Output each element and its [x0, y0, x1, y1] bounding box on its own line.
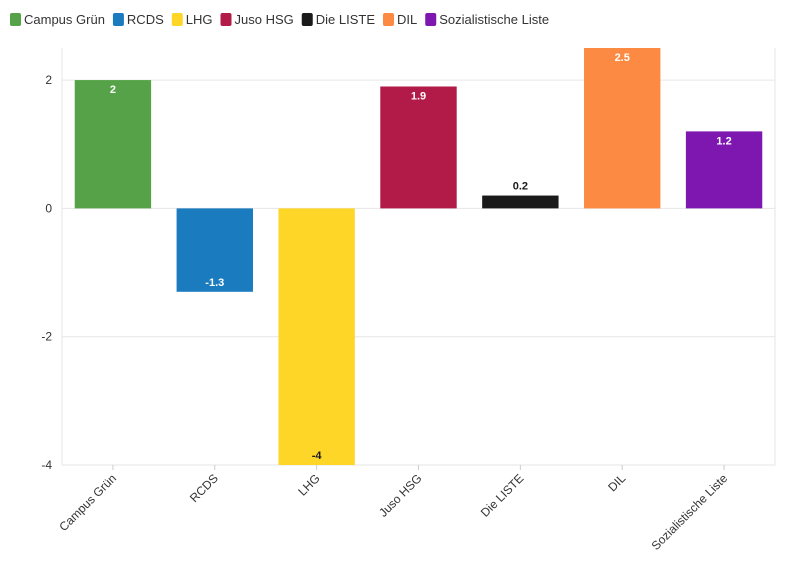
data-label: 2 [110, 84, 116, 96]
x-tick-label: Sozialistische Liste [649, 471, 731, 553]
legend-swatch [171, 13, 183, 26]
data-label: 0.2 [513, 181, 528, 193]
x-tick-label: RCDS [187, 471, 221, 505]
bar-juso-hsg[interactable] [380, 86, 457, 209]
legend-item-sozialistische-liste[interactable]: Sozialistische Liste [425, 12, 549, 27]
bar-die-liste[interactable] [482, 195, 559, 209]
legend: Campus Grün RCDS LHG Juso HSG Die LISTE DIL So… [10, 12, 549, 27]
bars [74, 48, 763, 465]
bar-lhg[interactable] [278, 208, 355, 465]
legend-label: Sozialistische Liste [439, 12, 549, 27]
data-labels: 2 -1.3 -4 1.9 0.2 2.5 1.2 [110, 52, 732, 462]
x-tick-label: Campus Grün [56, 471, 119, 534]
legend-label: Campus Grün [24, 12, 105, 27]
y-tick-label: 2 [45, 73, 52, 87]
legend-item-juso-hsg[interactable]: Juso HSG [220, 12, 294, 27]
legend-swatch [112, 13, 124, 26]
bar-rcds[interactable] [176, 208, 253, 292]
legend-swatch [301, 13, 313, 26]
bar-campus-grun[interactable] [74, 80, 152, 209]
y-tick-label: 0 [45, 201, 52, 215]
legend-label: Die LISTE [316, 12, 376, 27]
x-tick-label: Die LISTE [478, 471, 527, 520]
y-tick-label: -2 [41, 330, 52, 344]
x-tick-label: Juso HSG [376, 471, 425, 520]
y-tick-label: -4 [41, 458, 52, 472]
x-axis: Campus Grün RCDS LHG Juso HSG Die LISTE DIL So… [56, 465, 730, 553]
legend-label: DIL [397, 12, 417, 27]
legend-label: RCDS [127, 12, 164, 27]
legend-swatch [383, 13, 394, 26]
bar-dil[interactable] [584, 48, 661, 209]
legend-label: Juso HSG [235, 12, 294, 27]
data-label: 1.9 [411, 90, 426, 102]
x-tick-label: DIL [605, 471, 628, 494]
legend-label: LHG [186, 12, 213, 27]
legend-item-campus-grun[interactable]: Campus Grün [10, 12, 105, 27]
legend-item-dil[interactable]: DIL [383, 12, 417, 27]
legend-swatch [425, 13, 437, 26]
x-tick-label: LHG [295, 471, 322, 498]
data-label: 1.2 [716, 135, 731, 147]
legend-item-die-liste[interactable]: Die LISTE [301, 12, 376, 27]
bar-sozialistische-liste[interactable] [685, 131, 763, 209]
legend-item-lhg[interactable]: LHG [171, 12, 213, 27]
y-axis: 2 0 -2 -4 [41, 73, 52, 472]
data-label: -1.3 [205, 277, 224, 289]
data-label: -4 [312, 450, 323, 462]
legend-item-rcds[interactable]: RCDS [112, 12, 164, 27]
legend-swatch [10, 13, 21, 26]
data-label: 2.5 [615, 52, 630, 64]
legend-swatch [220, 13, 232, 26]
